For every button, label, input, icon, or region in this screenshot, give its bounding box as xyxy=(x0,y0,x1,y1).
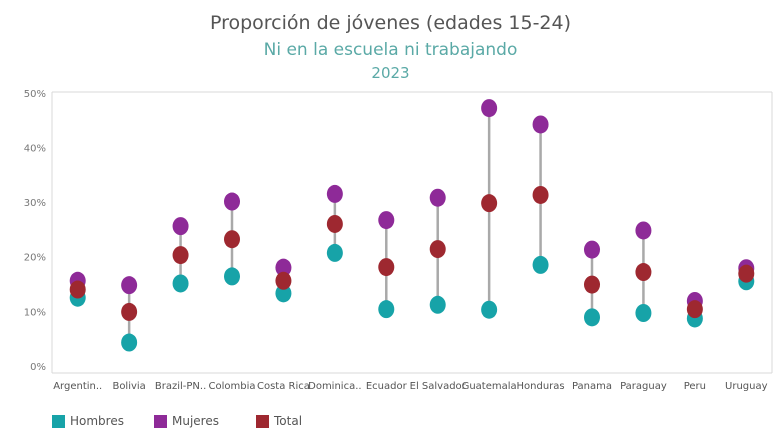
point-total xyxy=(686,300,703,319)
x-tick-label: Colombia xyxy=(209,381,256,392)
point-mujeres xyxy=(224,192,240,211)
point-total xyxy=(532,185,549,204)
point-hombres xyxy=(481,300,498,319)
point-mujeres xyxy=(378,211,395,230)
y-tick-label: 40% xyxy=(24,143,46,154)
x-tick-label: Honduras xyxy=(517,381,565,392)
point-hombres xyxy=(172,274,189,293)
chart-year: 2023 xyxy=(371,64,410,82)
point-total xyxy=(584,275,600,294)
point-total xyxy=(378,258,395,277)
point-hombres xyxy=(532,255,549,274)
legend-swatch-total xyxy=(256,414,269,428)
point-hombres xyxy=(429,295,446,314)
point-total xyxy=(121,302,138,321)
y-tick-label: 50% xyxy=(24,89,46,100)
x-tick-label: Peru xyxy=(684,381,706,392)
point-mujeres xyxy=(481,99,498,118)
point-mujeres xyxy=(121,276,138,295)
point-hombres xyxy=(326,243,343,262)
legend-swatch-hombres xyxy=(52,414,65,428)
y-tick-label: 10% xyxy=(24,307,46,318)
point-total xyxy=(172,246,189,265)
x-tick-label: Brazil-PN.. xyxy=(155,381,206,392)
dot-plot-chart: 0% 10% 20% 30% 40% 50% Argentin.. Bolivia Brazil… xyxy=(24,89,773,392)
x-tick-label: Panama xyxy=(572,381,612,392)
point-mujeres xyxy=(532,115,549,134)
legend: Hombres Mujeres Total xyxy=(52,414,358,428)
point-hombres xyxy=(635,304,652,322)
y-tick-label: 30% xyxy=(24,198,46,209)
legend-item-total[interactable]: Total xyxy=(256,414,358,428)
point-mujeres xyxy=(429,188,446,207)
x-tick-label: Dominica.. xyxy=(308,381,361,392)
point-hombres xyxy=(584,308,600,327)
point-hombres xyxy=(275,284,292,303)
point-total xyxy=(635,263,652,282)
point-mujeres xyxy=(584,240,600,259)
point-total xyxy=(224,230,240,249)
y-tick-label: 20% xyxy=(24,253,46,264)
point-hombres xyxy=(224,267,240,286)
x-tick-label: Guatemala xyxy=(462,381,517,392)
x-tick-label: Costa Rica xyxy=(257,381,310,392)
legend-label-total: Total xyxy=(274,414,303,428)
chart-title: Proporción de jóvenes (edades 15-24) xyxy=(209,12,572,34)
legend-label-mujeres: Mujeres xyxy=(172,414,219,428)
legend-item-mujeres[interactable]: Mujeres xyxy=(154,414,256,428)
point-total xyxy=(481,194,498,213)
point-total xyxy=(738,264,755,283)
point-total xyxy=(275,271,292,290)
point-mujeres xyxy=(275,258,292,277)
x-tick-label: Ecuador xyxy=(366,381,408,392)
chart-subtitle: Ni en la escuela ni trabajando xyxy=(263,40,518,60)
point-total xyxy=(69,280,86,299)
x-tick-label: Uruguay xyxy=(725,381,768,392)
x-tick-label: El Salvador xyxy=(410,381,467,392)
x-tick-label: Bolivia xyxy=(112,381,145,392)
legend-item-hombres[interactable]: Hombres xyxy=(52,414,154,428)
x-tick-label: Paraguay xyxy=(620,381,667,392)
y-tick-label: 0% xyxy=(30,362,46,373)
point-mujeres xyxy=(326,184,343,203)
point-total xyxy=(326,214,343,233)
point-hombres xyxy=(121,333,138,352)
x-tick-label: Argentin.. xyxy=(53,381,102,392)
legend-swatch-mujeres xyxy=(154,414,167,428)
point-total xyxy=(429,240,446,259)
point-mujeres xyxy=(172,217,189,236)
legend-label-hombres: Hombres xyxy=(70,414,124,428)
point-mujeres xyxy=(635,221,652,240)
point-hombres xyxy=(378,300,395,319)
